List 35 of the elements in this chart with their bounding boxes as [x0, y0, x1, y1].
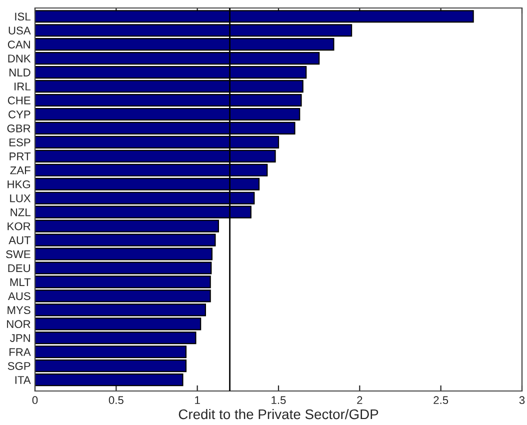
y-tick-label: GBR: [7, 124, 30, 132]
y-tick-label: NZL: [10, 208, 30, 216]
y-tick-label: PRT: [10, 152, 31, 160]
y-tick-label: AUS: [8, 292, 30, 300]
x-tick-label: 0.5: [108, 396, 124, 404]
y-tick-label: LUX: [10, 194, 31, 202]
x-tick-label: 3: [519, 396, 525, 404]
y-tick-label: JPN: [10, 334, 30, 342]
y-tick-label: DEU: [8, 264, 30, 272]
y-tick-label: ITA: [15, 376, 31, 384]
y-tick-label: CYP: [8, 110, 30, 118]
y-tick-label: ZAF: [10, 166, 30, 174]
y-tick-label: CHE: [8, 96, 30, 104]
y-tick-label: AUT: [8, 236, 31, 244]
x-tick-label: 2.5: [434, 396, 448, 404]
x-tick-label: 0: [32, 396, 38, 404]
y-tick-label: HKG: [8, 180, 30, 188]
y-tick-label: FRA: [10, 348, 31, 356]
y-tick-label: SGP: [8, 362, 30, 370]
y-tick-label: MLT: [10, 278, 31, 286]
y-tick-label: MYS: [8, 306, 30, 314]
y-tick-label: IRL: [14, 82, 30, 90]
y-tick-label: DNK: [8, 54, 31, 62]
y-tick-label: SWE: [6, 250, 30, 258]
y-tick-label: NLD: [10, 68, 30, 76]
y-tick-label: ESP: [10, 138, 30, 146]
y-tick-label: NOR: [7, 320, 30, 328]
y-tick-label: CAN: [8, 40, 30, 48]
y-tick-label: KOR: [8, 222, 30, 230]
x-tick-label: 1.5: [272, 396, 286, 404]
x-tick-label: 2: [357, 396, 362, 404]
y-tick-label: USA: [8, 26, 31, 34]
y-tick-label: ISL: [15, 12, 30, 21]
x-tick-label: 1: [195, 396, 200, 404]
x-axis-title: Credit to the Private Sector/GDP: [178, 408, 378, 420]
